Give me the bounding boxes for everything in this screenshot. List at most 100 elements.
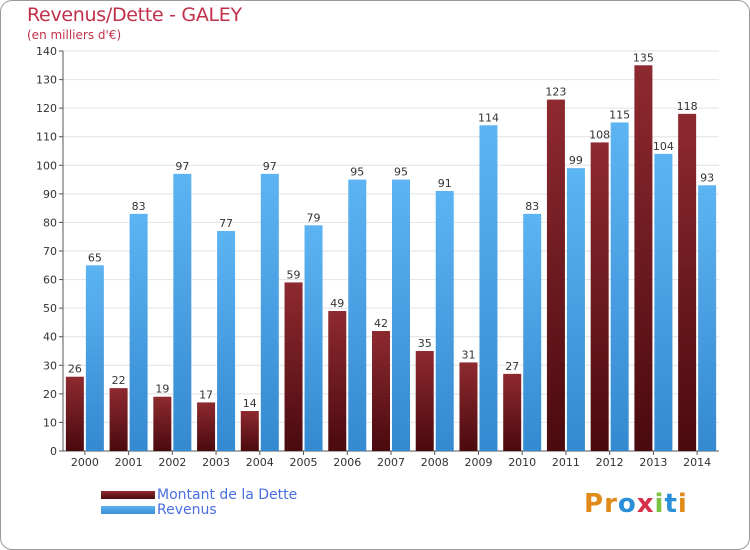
- x-tick-label: 2003: [202, 456, 230, 469]
- data-label-revenue: 79: [307, 211, 321, 224]
- y-tick-label: 20: [43, 388, 57, 401]
- data-label-debt: 42: [374, 317, 388, 330]
- y-tick-label: 60: [43, 274, 57, 287]
- bar-revenue: [392, 179, 410, 452]
- y-tick-label: 80: [43, 216, 57, 229]
- bar-debt: [328, 311, 347, 451]
- data-label-debt: 22: [112, 374, 126, 387]
- bar-revenue: [85, 265, 104, 451]
- bar-debt: [65, 376, 84, 451]
- y-tick-label: 50: [43, 302, 57, 315]
- x-tick-label: 2010: [508, 456, 536, 469]
- x-tick-label: 2011: [552, 456, 580, 469]
- data-label-revenue: 93: [700, 171, 714, 184]
- logo-letter: i: [677, 489, 688, 519]
- legend-swatch-revenue: [101, 506, 155, 514]
- bar-debt: [503, 373, 522, 451]
- data-label-debt: 27: [505, 360, 519, 373]
- y-tick-label: 30: [43, 359, 57, 372]
- x-tick-label: 2002: [158, 456, 186, 469]
- data-label-debt: 35: [418, 337, 432, 350]
- data-label-revenue: 115: [609, 108, 630, 121]
- y-tick-label: 10: [43, 416, 57, 429]
- bar-debt: [459, 362, 478, 451]
- bar-debt: [678, 113, 697, 451]
- y-tick-label: 130: [36, 74, 57, 87]
- proxiti-logo: Proxiti: [584, 489, 688, 519]
- bar-revenue: [304, 225, 323, 451]
- data-label-revenue: 83: [132, 200, 146, 213]
- x-tick-label: 2007: [377, 456, 405, 469]
- data-label-revenue: 114: [478, 111, 499, 124]
- bar-revenue: [566, 168, 585, 451]
- data-label-revenue: 99: [569, 154, 583, 167]
- chart-title: Revenus/Dette - GALEY: [27, 4, 242, 26]
- data-label-debt: 123: [545, 86, 566, 99]
- x-tick-label: 2014: [683, 456, 711, 469]
- bar-debt: [153, 396, 172, 451]
- data-label-debt: 59: [287, 268, 301, 281]
- x-tick-label: 2013: [639, 456, 667, 469]
- bar-debt: [415, 351, 434, 451]
- bar-revenue: [348, 179, 367, 452]
- data-label-debt: 31: [461, 348, 475, 361]
- logo-letter: o: [617, 489, 637, 519]
- bar-debt: [109, 388, 128, 451]
- bar-revenue: [523, 213, 542, 451]
- y-tick-label: 100: [36, 159, 57, 172]
- data-label-debt: 14: [243, 397, 257, 410]
- logo-letter: t: [664, 489, 678, 519]
- data-label-revenue: 83: [525, 200, 539, 213]
- data-label-debt: 19: [155, 383, 169, 396]
- bar-revenue: [435, 191, 454, 451]
- logo-letter: x: [636, 489, 655, 519]
- y-tick-label: 70: [43, 245, 57, 258]
- data-label-revenue: 91: [438, 177, 452, 190]
- bar-revenue: [479, 125, 498, 452]
- x-tick-label: 2004: [246, 456, 274, 469]
- legend-swatch-debt: [101, 491, 155, 499]
- y-tick-label: 110: [36, 131, 57, 144]
- y-tick-label: 120: [36, 102, 57, 115]
- bar-chart: 0 10 20 30 40 50 60 70 80 90 100 110 120 130 140 26 65 20…: [36, 45, 719, 469]
- bar-revenue: [698, 185, 717, 452]
- logo-letter: i: [654, 489, 665, 519]
- data-label-revenue: 97: [263, 160, 277, 173]
- x-tick-label: 2009: [464, 456, 492, 469]
- legend-label-debt: Montant de la Dette: [157, 487, 298, 503]
- data-label-debt: 135: [633, 51, 654, 64]
- data-label-revenue: 104: [653, 140, 674, 153]
- legend-label-revenue: Revenus: [157, 502, 217, 518]
- data-label-revenue: 65: [88, 251, 102, 264]
- x-tick-label: 2006: [333, 456, 361, 469]
- data-label-debt: 49: [330, 297, 344, 310]
- bar-revenue: [129, 213, 148, 451]
- x-tick-label: 2005: [290, 456, 318, 469]
- x-tick-label: 2008: [421, 456, 449, 469]
- data-label-revenue: 77: [219, 217, 233, 230]
- x-tick-label: 2000: [71, 456, 99, 469]
- data-label-revenue: 95: [350, 166, 364, 179]
- bar-debt: [240, 411, 259, 451]
- bar-revenue: [654, 153, 673, 451]
- bar-debt: [590, 142, 609, 451]
- data-label-debt: 26: [68, 363, 82, 376]
- x-tick-label: 2012: [596, 456, 624, 469]
- bar-revenue: [217, 231, 236, 451]
- logo-letter: P: [584, 489, 605, 519]
- bar-debt: [546, 99, 565, 452]
- data-label-debt: 118: [677, 100, 698, 113]
- bar-revenue: [260, 173, 279, 451]
- data-label-debt: 17: [199, 388, 213, 401]
- bar-debt: [634, 65, 653, 452]
- y-tick-label: 0: [50, 445, 57, 458]
- data-label-revenue: 95: [394, 166, 408, 179]
- y-tick-label: 140: [36, 45, 57, 58]
- bar-debt: [284, 282, 303, 451]
- data-label-debt: 108: [589, 128, 610, 141]
- y-tick-label: 90: [43, 188, 57, 201]
- logo-letter: r: [604, 489, 618, 519]
- bar-revenue: [173, 173, 192, 451]
- x-tick-label: 2001: [115, 456, 143, 469]
